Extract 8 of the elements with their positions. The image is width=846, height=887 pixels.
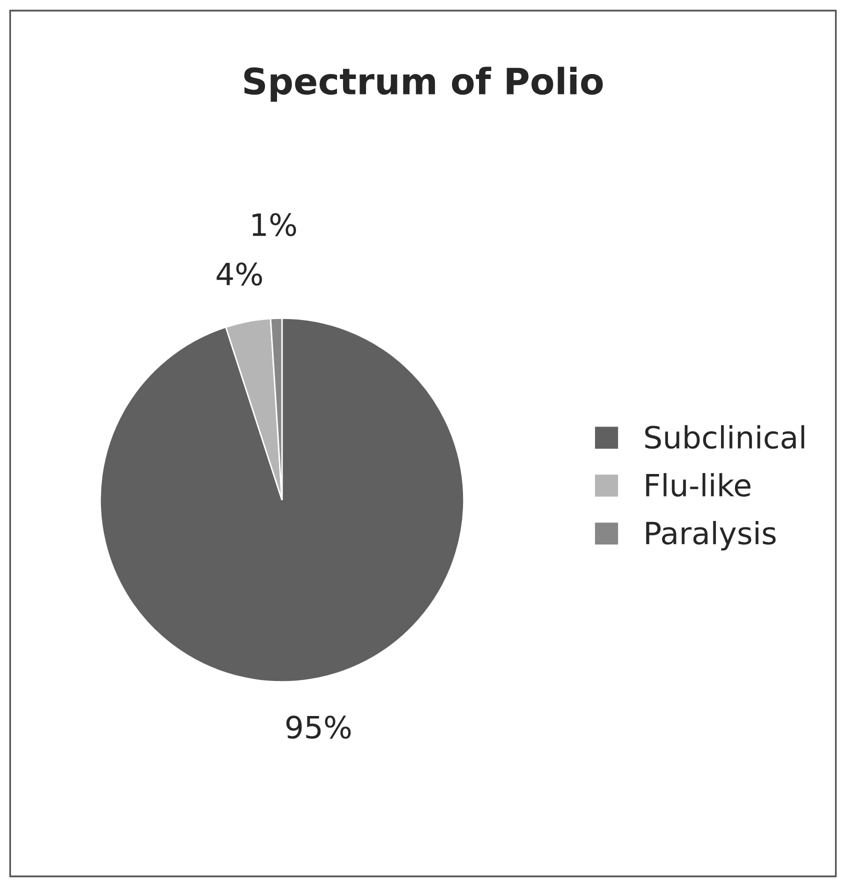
legend-label: Paralysis — [646, 520, 776, 551]
chart-title: Spectrum of Polio — [244, 66, 603, 102]
data-label: 4% — [216, 262, 262, 286]
data-label: 95% — [286, 716, 351, 739]
data-label: 1% — [252, 213, 296, 236]
pie-slice — [100, 317, 464, 683]
legend-label: Subclinical — [645, 425, 804, 449]
legend-label: Flu-like — [646, 473, 750, 497]
